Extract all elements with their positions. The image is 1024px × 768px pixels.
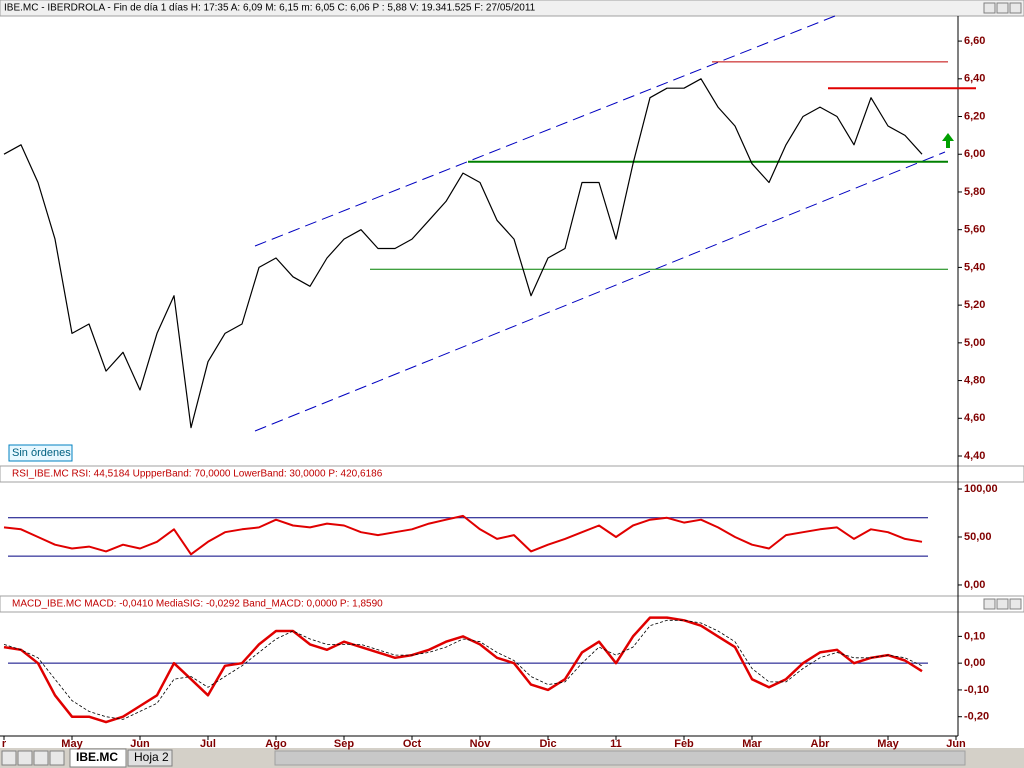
y-tick-label: 5,00 [964,337,985,349]
minimize-button[interactable] [983,2,996,14]
x-tick-label: Jun [130,738,150,750]
nav-last[interactable] [49,750,65,766]
tab-nav[interactable] [1,750,65,766]
series-line [3,616,923,724]
y-tick-label: 4,80 [964,374,985,386]
macd-title-bar [0,595,1024,613]
rsi-title: RSI_IBE.MC RSI: 44,5184 UppperBand: 70,0… [12,469,383,480]
maximize-button[interactable] [996,2,1009,14]
tab[interactable] [127,749,173,767]
x-tick-label: Jul [200,738,216,750]
y-tick-label: -0,20 [964,711,989,723]
rsi-title-bar [0,465,1024,483]
scrollbar[interactable] [274,750,966,766]
y-tick-label: 0,00 [964,579,985,591]
tab-label[interactable]: Hoja 2 [134,750,169,764]
x-tick-label: Oct [403,738,422,750]
y-tick-label: 100,00 [964,483,998,495]
minimize-button[interactable] [983,598,996,610]
close-button[interactable] [1009,598,1022,610]
y-tick-label: 4,60 [964,412,985,424]
x-tick-label: Feb [674,738,694,750]
y-tick-label: 6,40 [964,73,985,85]
y-tick-label: 50,00 [964,531,992,543]
x-tick-label: Dic [539,738,556,750]
y-tick-label: 5,40 [964,261,985,273]
y-tick-label: 5,60 [964,224,985,236]
series-line [3,78,923,429]
x-tick-label: Sep [334,738,354,750]
nav-first[interactable] [1,750,17,766]
x-tick-label: Jun [946,738,966,750]
y-tick-label: 5,80 [964,186,985,198]
y-tick-label: 6,00 [964,148,985,160]
x-tick-label: Ago [265,738,287,750]
y-tick-label: 5,20 [964,299,985,311]
close-button[interactable] [1009,2,1022,14]
y-tick-label: 0,10 [964,630,985,642]
status-box [8,444,73,462]
status-text: Sin órdenes [12,447,71,459]
y-tick-label: 6,20 [964,110,985,122]
tab-active[interactable] [69,748,127,768]
title-bar [0,0,1024,17]
channel-lower [254,151,946,432]
x-tick-label: May [877,738,899,750]
x-tick-label: May [61,738,83,750]
y-tick-label: -0,10 [964,684,989,696]
price-title: IBE.MC - IBERDROLA - Fin de día 1 días H… [4,3,536,14]
y-tick-label: 0,00 [964,657,985,669]
window-buttons[interactable] [983,2,1022,610]
series-line [3,619,923,720]
nav-next[interactable] [33,750,49,766]
y-tick-label: 6,60 [964,35,985,47]
y-tick-label: 4,40 [964,450,985,462]
x-tick-label: Abr [811,738,831,750]
macd-title: MACD_IBE.MC MACD: -0,0410 MediaSIG: -0,0… [12,599,383,610]
x-tick-label: Nov [470,738,492,750]
series-line [3,514,923,556]
nav-prev[interactable] [17,750,33,766]
tab-label[interactable]: IBE.MC [76,750,118,764]
x-tick-label: Mar [742,738,762,750]
up-arrow [942,133,954,148]
x-tick-label: 11 [610,738,622,750]
channel-upper [254,15,836,247]
x-tick-label: r [2,738,7,750]
maximize-button[interactable] [996,598,1009,610]
